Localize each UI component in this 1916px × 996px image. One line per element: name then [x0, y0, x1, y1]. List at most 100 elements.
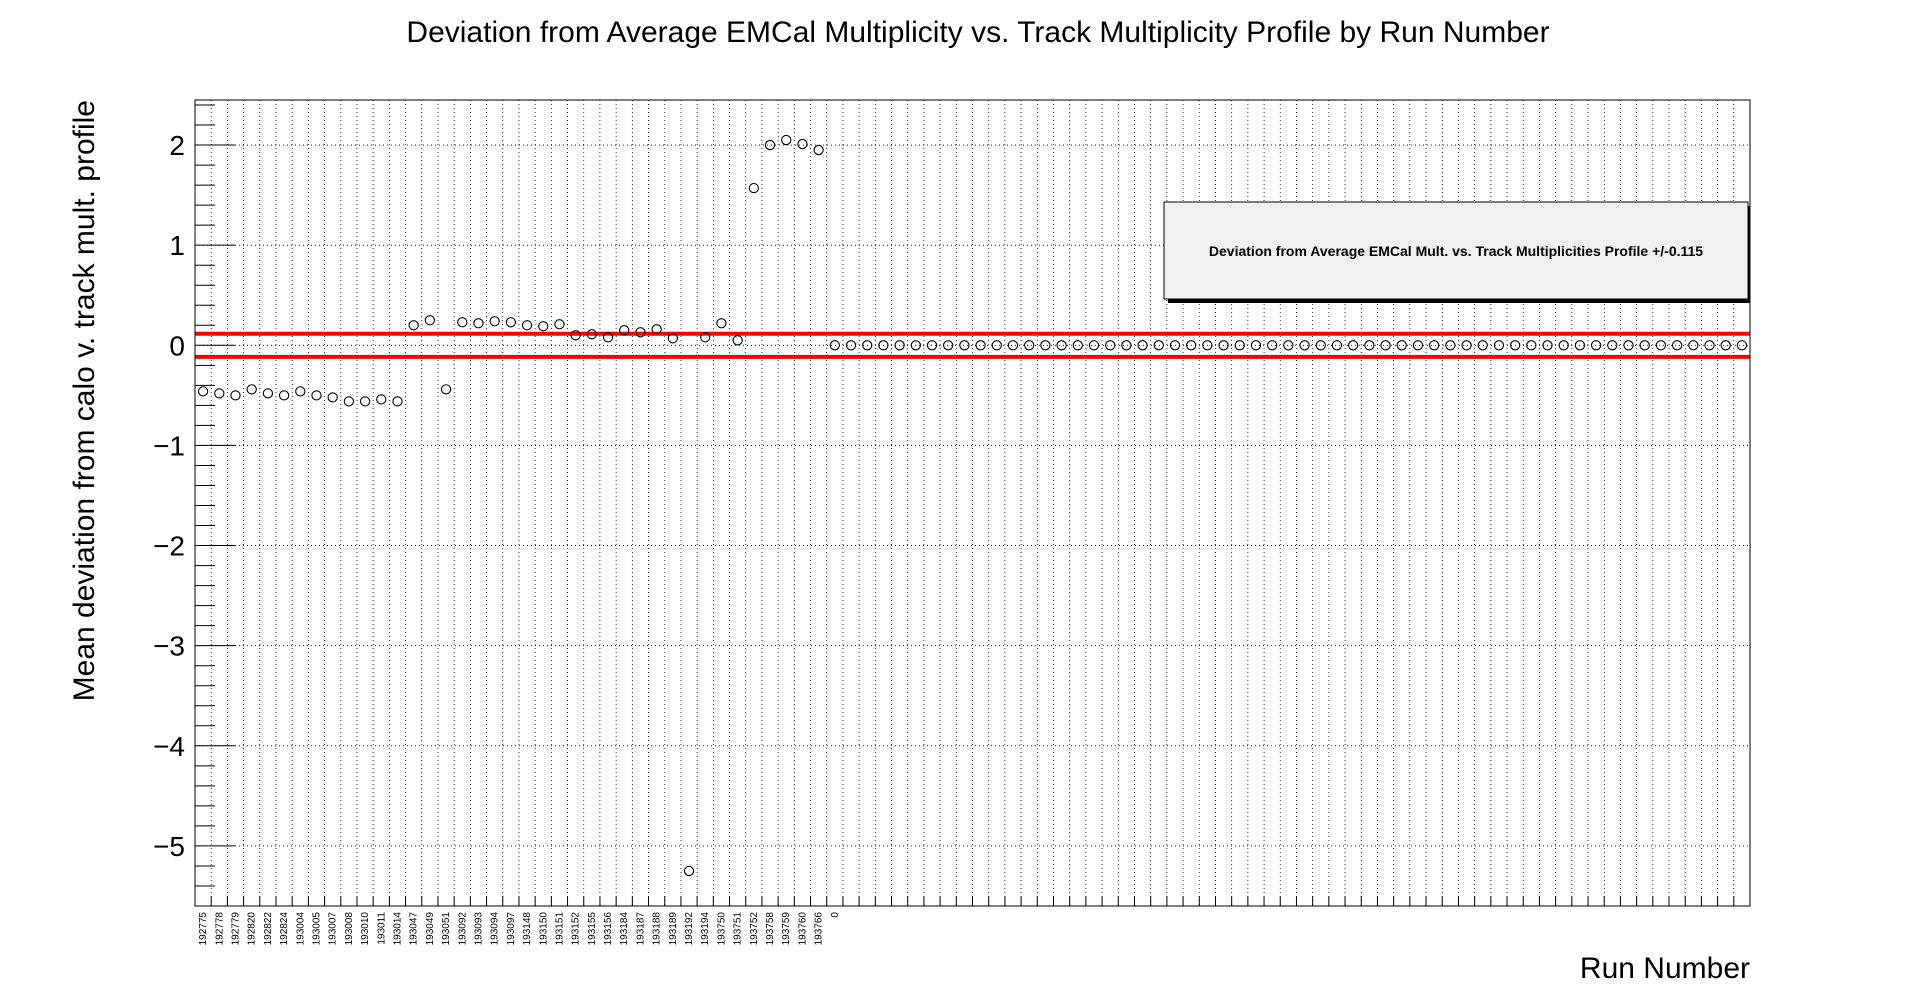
x-tick-label: 193047 — [409, 912, 420, 946]
data-point — [197, 386, 209, 397]
x-tick-label: 193010 — [360, 912, 371, 946]
data-point — [1105, 340, 1116, 351]
x-tick-label: 193192 — [684, 912, 695, 946]
data-point — [764, 139, 776, 151]
data-point — [651, 324, 662, 335]
x-tick-label: 193007 — [328, 912, 339, 946]
data-point — [1509, 340, 1521, 351]
data-point — [748, 182, 759, 194]
data-point — [1007, 340, 1019, 351]
data-point — [1461, 340, 1472, 351]
y-tick-label: −1 — [153, 430, 185, 461]
x-tick-label: 192775 — [198, 912, 209, 946]
data-point — [1218, 340, 1229, 351]
data-point — [1445, 340, 1456, 351]
data-point — [1186, 340, 1197, 351]
data-point — [781, 134, 792, 146]
data-point — [440, 384, 452, 395]
x-tick-label: 193005 — [311, 912, 322, 946]
data-point — [602, 332, 614, 343]
chart-title: Deviation from Average EMCal Multiplicit… — [406, 16, 1549, 49]
data-point — [230, 390, 241, 401]
x-tick-label: 193766 — [814, 912, 825, 946]
legend-box — [1163, 201, 1749, 300]
data-point — [505, 317, 517, 328]
data-point — [295, 386, 306, 397]
x-tick-label: 193156 — [603, 912, 614, 946]
data-point — [1704, 340, 1715, 351]
x-tick-label: 193148 — [522, 912, 533, 946]
x-tick-label: 193011 — [376, 912, 387, 945]
data-point — [926, 340, 938, 351]
x-tick-label: 192824 — [279, 912, 290, 946]
data-point — [1040, 340, 1051, 351]
data-point — [1299, 340, 1310, 351]
data-point — [829, 340, 840, 351]
x-tick-label: 193188 — [652, 912, 663, 946]
data-point — [683, 865, 695, 877]
data-point — [1639, 340, 1650, 351]
data-point — [716, 318, 727, 329]
x-tick-label: 193093 — [473, 912, 484, 946]
x-tick-label: 193097 — [506, 912, 517, 946]
data-point — [1364, 340, 1375, 351]
x-tick-label: 193092 — [457, 912, 468, 946]
data-point — [586, 329, 597, 340]
data-point — [1283, 340, 1294, 351]
data-point — [1348, 340, 1359, 351]
data-point — [1396, 340, 1407, 351]
data-point — [1428, 340, 1440, 351]
data-point — [635, 327, 646, 338]
data-point — [554, 319, 565, 330]
data-point — [327, 392, 338, 403]
x-tick-label: 193750 — [716, 912, 727, 946]
data-point — [1493, 340, 1505, 351]
data-point — [1234, 340, 1245, 351]
data-point — [732, 335, 743, 346]
data-point — [1477, 340, 1488, 351]
data-point — [1137, 340, 1148, 351]
x-axis-ticks: 192775 192778 192779 192820 192822 192824 1930… — [194, 896, 1751, 946]
data-point — [813, 144, 824, 156]
x-tick-label: 193051 — [441, 912, 452, 946]
x-tick-label: 193150 — [538, 912, 549, 946]
data-point — [343, 396, 355, 407]
x-tick-label: 193760 — [797, 912, 808, 946]
data-point — [359, 396, 371, 407]
data-point — [1590, 340, 1602, 351]
x-tick-label: 193151 — [554, 912, 565, 946]
data-point — [473, 318, 484, 329]
data-point — [1267, 340, 1278, 351]
x-tick-label: 193751 — [733, 912, 744, 946]
data-point — [408, 320, 419, 331]
y-axis-ticks: 2 1 0 −1 −2 −3 −4 −5 — [153, 104, 235, 887]
data-point — [943, 340, 954, 351]
data-point — [619, 325, 630, 336]
x-tick-label: 192778 — [214, 912, 225, 946]
y-tick-label: −2 — [153, 531, 185, 562]
data-point — [1315, 340, 1326, 351]
y-tick-label: −3 — [153, 631, 185, 662]
data-point — [959, 340, 970, 351]
data-point — [894, 340, 905, 351]
data-point — [1202, 340, 1213, 351]
data-point — [570, 330, 581, 341]
y-tick-label: −4 — [153, 731, 185, 762]
data-point — [311, 390, 322, 401]
data-point — [1169, 340, 1181, 351]
data-point — [1736, 340, 1748, 351]
x-axis-title: Run Number — [1580, 952, 1750, 985]
data-point — [1024, 340, 1035, 351]
data-point — [1688, 340, 1699, 351]
data-point — [424, 315, 436, 326]
y-tick-label: 2 — [169, 130, 185, 161]
data-point — [667, 333, 678, 344]
data-point — [1380, 340, 1391, 351]
data-point — [1088, 340, 1100, 351]
data-point — [1542, 340, 1553, 351]
data-point — [457, 317, 468, 328]
x-tick-label: 193187 — [635, 912, 646, 946]
data-point — [262, 388, 274, 399]
data-point — [1558, 340, 1569, 351]
data-point — [1671, 340, 1683, 351]
